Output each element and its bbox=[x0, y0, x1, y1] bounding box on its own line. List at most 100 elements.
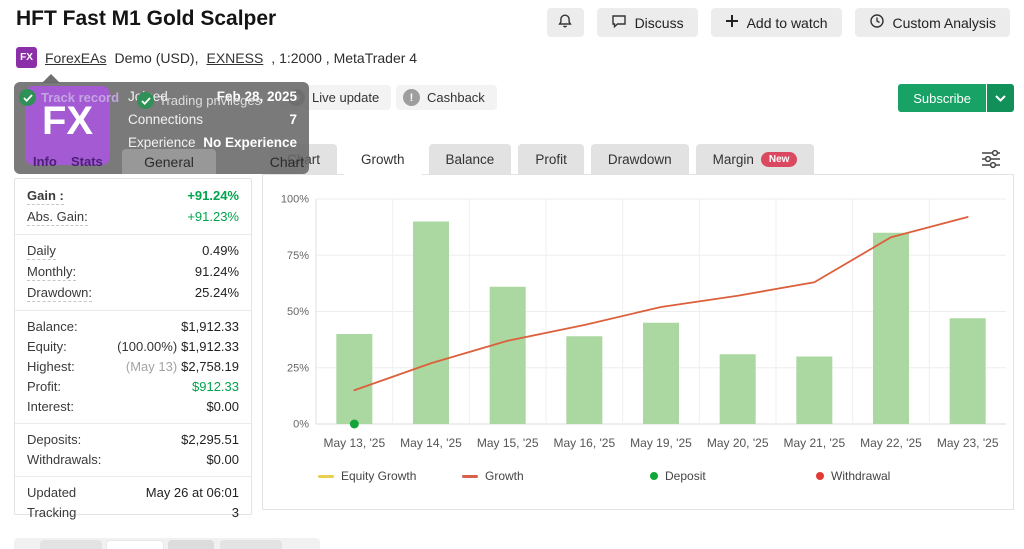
notifications-button[interactable] bbox=[546, 8, 584, 37]
chevron-down-icon bbox=[995, 89, 1006, 107]
custom-analysis-label: Custom Analysis bbox=[892, 14, 996, 31]
legend-dot-swatch bbox=[816, 472, 824, 480]
trading-privileges-label: Trading privileges bbox=[159, 93, 262, 108]
cashback-badge[interactable]: ! Cashback bbox=[396, 85, 497, 110]
stat-row-gain: Gain : +91.24% bbox=[27, 188, 239, 205]
stat-row-abs-gain: Abs. Gain: +91.23% bbox=[27, 209, 239, 226]
stat-row-profit: Profit: $912.33 bbox=[27, 379, 239, 394]
speech-bubble-icon bbox=[611, 13, 627, 32]
header-actions: Discuss Add to watch Custom Analysis bbox=[546, 8, 1010, 37]
tooltip-avatar: FX bbox=[25, 86, 110, 165]
legend-label: Deposit bbox=[665, 469, 706, 483]
svg-text:May 14, '25: May 14, '25 bbox=[400, 436, 462, 450]
bottom-tab-stub[interactable] bbox=[106, 540, 164, 549]
legend-line-swatch bbox=[318, 474, 334, 478]
svg-text:0%: 0% bbox=[293, 419, 309, 431]
svg-text:May 19, '25: May 19, '25 bbox=[630, 436, 692, 450]
new-badge: New bbox=[760, 152, 798, 167]
sidebar-tab-general[interactable]: General bbox=[122, 149, 216, 174]
legend-item-equity-growth[interactable]: Equity Growth bbox=[318, 469, 416, 483]
chart-tab-bar: Chart Growth Balance Profit Drawdown Mar… bbox=[270, 144, 815, 175]
svg-text:May 15, '25: May 15, '25 bbox=[477, 436, 539, 450]
sidebar-tab-stats[interactable]: Stats bbox=[71, 154, 103, 169]
bottom-tab-stub[interactable] bbox=[220, 540, 282, 549]
tooltip-arrow bbox=[42, 74, 60, 83]
bottom-tab-stub[interactable] bbox=[168, 540, 214, 549]
bottom-tab-bar bbox=[14, 538, 320, 549]
tab-growth[interactable]: Growth bbox=[344, 144, 422, 175]
legend-label: Growth bbox=[485, 469, 524, 483]
tab-balance[interactable]: Balance bbox=[428, 144, 512, 175]
bottom-tab-stub[interactable] bbox=[40, 540, 102, 549]
chart-legend: Equity Growth Growth Deposit Withdrawal bbox=[262, 465, 1014, 489]
live-update-label: Live update bbox=[312, 90, 380, 105]
account-detail-post: , 1:2000 , MetaTrader 4 bbox=[271, 49, 418, 66]
experience-label: Experience bbox=[128, 135, 196, 150]
subscribe-button[interactable]: Subscribe bbox=[898, 84, 986, 112]
track-record-label: Track record bbox=[41, 90, 120, 105]
legend-item-growth[interactable]: Growth bbox=[462, 469, 524, 483]
connections-value: 7 bbox=[289, 112, 297, 127]
broker-link[interactable]: EXNESS bbox=[206, 49, 264, 66]
divider bbox=[15, 423, 251, 424]
svg-text:May 22, '25: May 22, '25 bbox=[860, 436, 922, 450]
growth-chart[interactable]: 0% 25% 50% 75% 100% May 13, '25 May 14, '25 May… bbox=[263, 186, 1013, 458]
legend-label: Equity Growth bbox=[341, 469, 417, 483]
cashback-label: Cashback bbox=[427, 90, 485, 105]
discuss-button[interactable]: Discuss bbox=[596, 8, 698, 37]
joined-value: Feb 28, 2025 bbox=[216, 89, 297, 104]
tab-drawdown[interactable]: Drawdown bbox=[590, 144, 689, 175]
connections-label: Connections bbox=[128, 112, 204, 127]
sidebar-tab-info[interactable]: Info bbox=[33, 154, 57, 169]
custom-analysis-button[interactable]: Custom Analysis bbox=[854, 8, 1010, 37]
divider bbox=[15, 234, 251, 235]
stat-row-balance: Balance: $1,912.33 bbox=[27, 319, 239, 334]
discuss-label: Discuss bbox=[634, 14, 684, 31]
svg-text:75%: 75% bbox=[287, 250, 309, 262]
tooltip-avatar-text: FX bbox=[41, 98, 94, 143]
tab-profit[interactable]: Profit bbox=[518, 144, 584, 175]
trading-privileges-badge[interactable]: Trading privileges bbox=[137, 92, 261, 109]
stat-row-highest: Highest: (May 13) $2,758.19 bbox=[27, 359, 239, 374]
stat-row-monthly: Monthly: 91.24% bbox=[27, 264, 239, 281]
svg-text:100%: 100% bbox=[281, 194, 309, 206]
add-to-watch-label: Add to watch bbox=[746, 14, 828, 31]
track-record-badge[interactable]: Track record bbox=[19, 89, 119, 106]
tab-margin[interactable]: Margin New bbox=[695, 144, 815, 175]
account-avatar-badge: FX bbox=[16, 47, 37, 68]
subscribe-split-button: Subscribe bbox=[898, 84, 1014, 112]
subscribe-dropdown-button[interactable] bbox=[987, 84, 1014, 112]
page-title: HFT Fast M1 Gold Scalper bbox=[16, 7, 277, 30]
legend-item-deposit[interactable]: Deposit bbox=[650, 469, 706, 483]
experience-value: No Experience bbox=[203, 135, 297, 150]
account-row: FX ForexEAs Demo (USD), EXNESS , 1:2000 … bbox=[16, 47, 417, 68]
sidebar-tab-chart[interactable]: Chart bbox=[269, 154, 304, 170]
stat-row-updated: Updated May 26 at 06:01 bbox=[27, 485, 239, 500]
chart-settings-icon[interactable] bbox=[980, 149, 1002, 174]
svg-text:25%: 25% bbox=[287, 362, 309, 374]
clock-icon bbox=[869, 13, 885, 32]
svg-text:May 20, '25: May 20, '25 bbox=[707, 436, 769, 450]
add-to-watch-button[interactable]: Add to watch bbox=[710, 8, 842, 37]
legend-dot-swatch bbox=[650, 472, 658, 480]
legend-item-withdrawal[interactable]: Withdrawal bbox=[816, 469, 890, 483]
svg-text:50%: 50% bbox=[287, 306, 309, 318]
check-circle-icon bbox=[137, 92, 154, 109]
stat-row-interest: Interest: $0.00 bbox=[27, 399, 239, 414]
account-detail-pre: Demo (USD), bbox=[114, 49, 199, 66]
check-circle-icon bbox=[19, 89, 36, 106]
stat-row-withdrawals: Withdrawals: $0.00 bbox=[27, 452, 239, 467]
stat-row-daily: Daily 0.49% bbox=[27, 243, 239, 260]
svg-text:May 23, '25: May 23, '25 bbox=[937, 436, 999, 450]
divider bbox=[15, 476, 251, 477]
account-owner-link[interactable]: ForexEAs bbox=[45, 49, 107, 66]
account-info-tooltip: Track record Trading privileges FX Joine… bbox=[14, 74, 309, 174]
legend-line-swatch bbox=[462, 474, 478, 478]
legend-label: Withdrawal bbox=[831, 469, 891, 483]
bell-icon bbox=[557, 13, 573, 32]
stat-row-equity: Equity: (100.00%) $1,912.33 bbox=[27, 339, 239, 354]
stat-row-deposits: Deposits: $2,295.51 bbox=[27, 432, 239, 447]
divider bbox=[15, 310, 251, 311]
stats-sidebar: Gain : +91.24% Abs. Gain: +91.23% Daily … bbox=[14, 178, 252, 520]
